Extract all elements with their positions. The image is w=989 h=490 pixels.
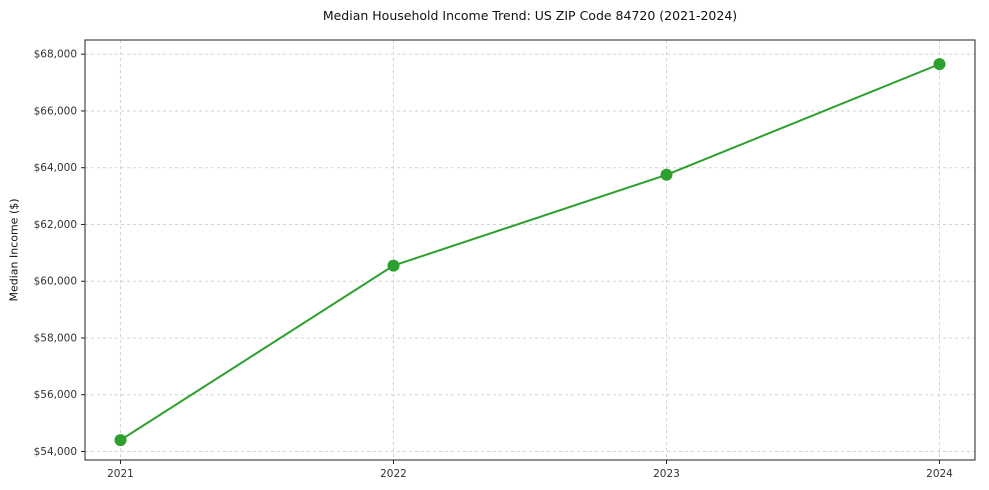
data-point-marker (387, 259, 400, 272)
y-tick-label: $60,000 (34, 276, 77, 288)
x-tick-label: 2023 (653, 468, 680, 480)
y-tick-label: $66,000 (34, 105, 77, 117)
data-point-marker (933, 58, 946, 71)
y-tick-label: $54,000 (34, 446, 77, 458)
chart-title: Median Household Income Trend: US ZIP Co… (322, 8, 738, 23)
data-point-marker (114, 434, 127, 447)
x-tick-label: 2021 (107, 468, 134, 480)
plot-border (84, 39, 976, 461)
y-tick-label: $62,000 (34, 219, 77, 231)
y-tick-label: $58,000 (34, 332, 77, 344)
y-tick-label: $56,000 (34, 389, 77, 401)
y-axis-label: Median Income ($) (7, 198, 21, 302)
x-tick-label: 2024 (926, 468, 953, 480)
x-tick-label: 2022 (380, 468, 407, 480)
trend-line (119, 63, 940, 441)
y-tick-label: $64,000 (34, 162, 77, 174)
y-tick-label: $68,000 (34, 49, 77, 61)
data-point-marker (660, 168, 673, 181)
